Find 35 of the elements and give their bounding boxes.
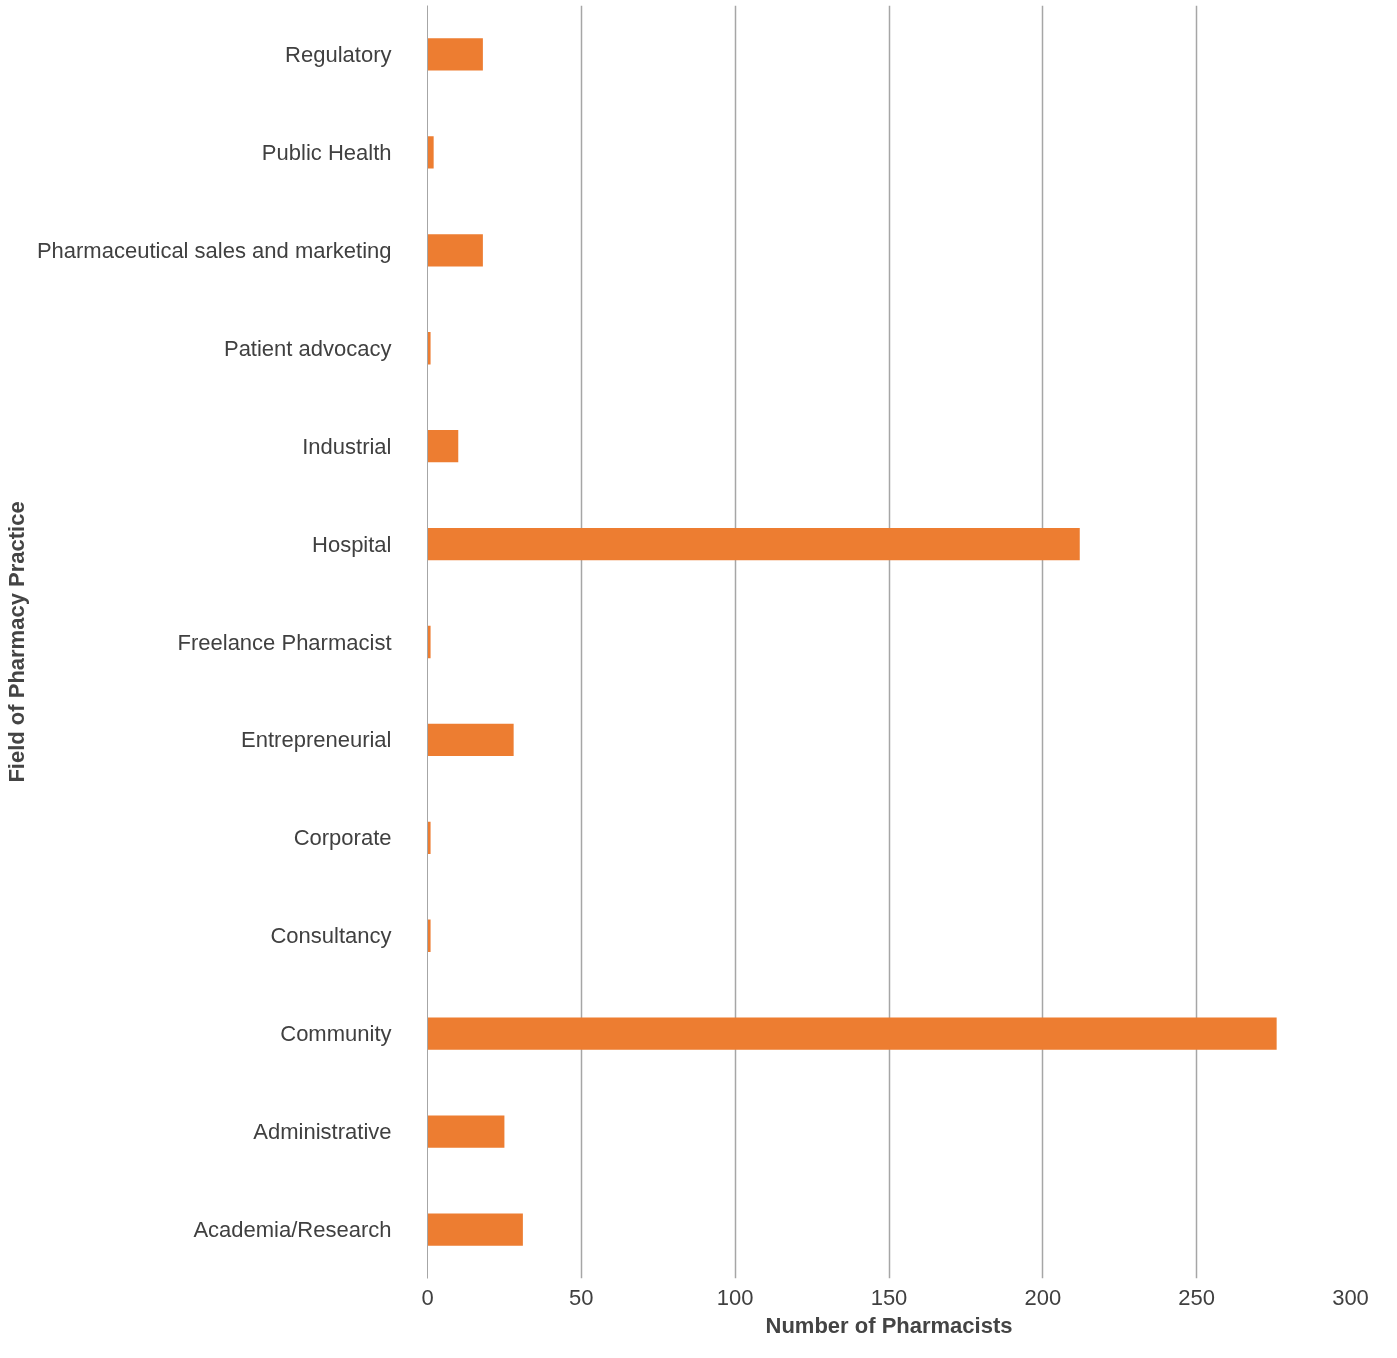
y-tick-label: Public Health — [261, 139, 392, 165]
y-tick-label: Pharmaceutical sales and marketing — [36, 237, 392, 263]
y-tick-label: Entrepreneurial — [241, 727, 392, 753]
bar — [427, 1213, 523, 1246]
y-tick-label: Consultancy — [270, 923, 392, 949]
bar — [427, 332, 431, 365]
y-tick-label: Regulatory — [285, 41, 392, 67]
y-tick-label: Patient advocacy — [223, 335, 392, 361]
y-tick-label: Freelance Pharmacist — [177, 629, 392, 655]
y-tick-label: Academia/Research — [193, 1217, 392, 1243]
x-tick-label: 100 — [716, 1284, 754, 1310]
bar — [427, 234, 483, 267]
bar — [427, 136, 434, 169]
bar — [427, 1017, 1277, 1050]
bar — [427, 919, 431, 952]
x-axis-title: Number of Pharmacists — [765, 1312, 1013, 1338]
bar — [427, 1115, 505, 1148]
bar — [427, 38, 483, 71]
x-tick-label: 250 — [1178, 1284, 1216, 1310]
y-tick-label: Corporate — [293, 825, 392, 851]
bar — [427, 527, 1080, 561]
y-tick-label: Industrial — [302, 433, 392, 459]
bar — [427, 821, 431, 854]
x-tick-label: 300 — [1332, 1284, 1369, 1310]
y-tick-label: Hospital — [312, 531, 392, 557]
y-tick-label: Community — [280, 1021, 392, 1047]
x-tick-label: 50 — [569, 1284, 594, 1310]
y-tick-label: Administrative — [253, 1119, 392, 1145]
x-tick-label: 200 — [1024, 1284, 1062, 1310]
bar — [427, 430, 459, 463]
bar — [427, 625, 431, 659]
y-axis-title: Field of Pharmacy Practice — [3, 501, 29, 783]
x-tick-label: 150 — [870, 1284, 908, 1310]
bar — [427, 723, 514, 757]
x-tick-label: 0 — [421, 1284, 434, 1310]
